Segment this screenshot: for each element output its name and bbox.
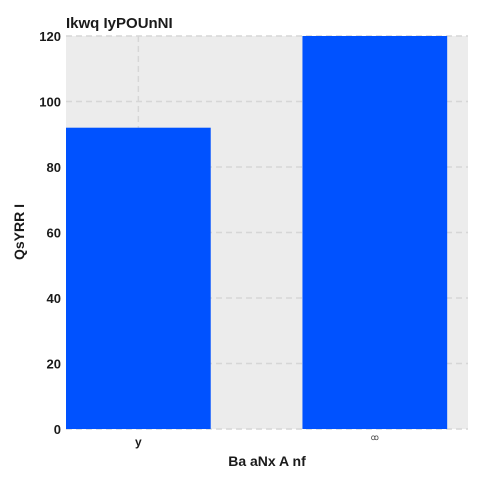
y-axis-ticks: 0 20 40 60 80 100 120 <box>39 29 61 437</box>
y-tick-label: 60 <box>47 226 61 241</box>
y-tick-label: 100 <box>39 95 61 110</box>
chart-title: Ikwq IyPOUnNI <box>66 15 173 32</box>
x-tick-label: ꝏ <box>371 433 379 442</box>
y-axis-label: QsYRR I <box>11 204 27 260</box>
y-tick-label: 40 <box>47 291 61 306</box>
y-tick-label: 20 <box>47 357 61 372</box>
y-tick-label: 120 <box>39 29 61 44</box>
x-axis-label: Ba aNx A nf <box>228 453 306 469</box>
bar-1 <box>302 36 447 429</box>
x-tick-label: y <box>135 435 142 449</box>
y-tick-label: 80 <box>47 160 61 175</box>
y-tick-label: 0 <box>54 422 61 437</box>
bar-0 <box>66 128 211 429</box>
